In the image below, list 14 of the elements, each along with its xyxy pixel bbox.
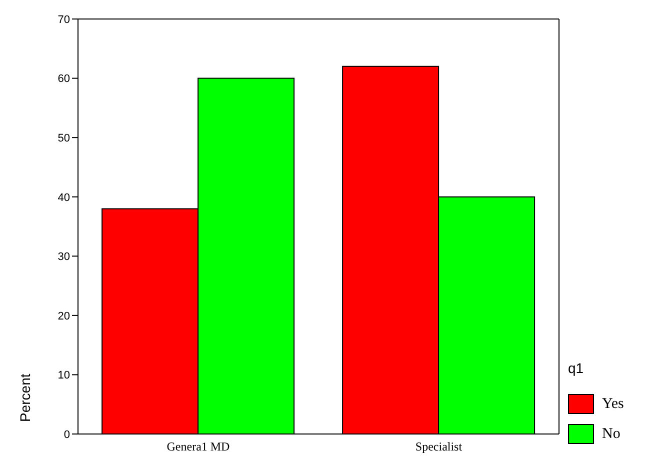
y-tick-label: 0	[64, 428, 70, 441]
y-tick-label: 60	[58, 73, 70, 86]
y-axis-title: Percent	[17, 374, 33, 422]
x-tick-label: Genera1 MD	[166, 440, 230, 454]
y-tick-label: 20	[58, 310, 70, 322]
y-tick-label: 40	[58, 192, 70, 204]
y-tick-label: 30	[58, 251, 70, 264]
x-tick-label: Specialist	[415, 440, 463, 454]
y-tick-label: 70	[58, 14, 70, 26]
y-tick-label: 50	[58, 132, 70, 144]
legend-label: No	[602, 426, 620, 442]
legend-label: Yes	[602, 396, 624, 412]
legend-title: q1	[568, 360, 585, 376]
y-tick-label: 10	[58, 370, 70, 382]
